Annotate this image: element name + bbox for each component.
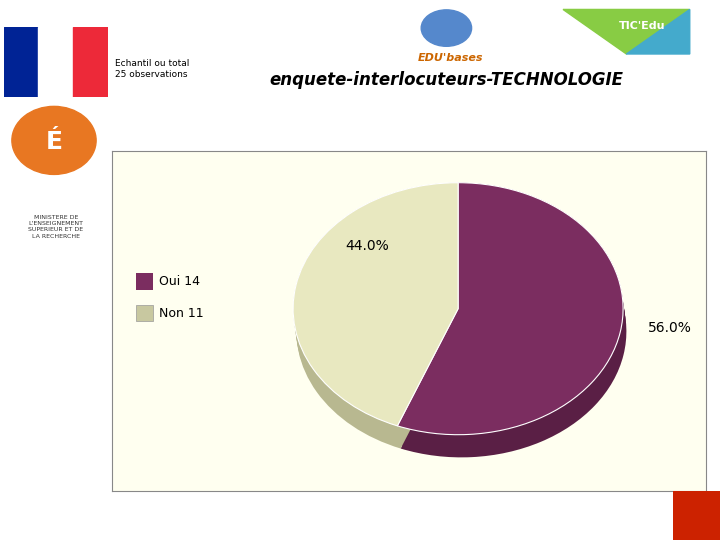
- Bar: [38, 27, 73, 97]
- Wedge shape: [398, 186, 624, 438]
- Text: enquete-interlocuteurs-TECHNOLOGIE: enquete-interlocuteurs-TECHNOLOGIE: [269, 71, 624, 89]
- Polygon shape: [626, 10, 690, 54]
- Wedge shape: [400, 199, 626, 451]
- Wedge shape: [399, 192, 624, 444]
- Text: Echantil ou total
25 observations: Echantil ou total 25 observations: [115, 59, 189, 79]
- Wedge shape: [297, 205, 462, 449]
- Wedge shape: [293, 183, 458, 426]
- Wedge shape: [294, 186, 459, 429]
- Text: EDU'bases: EDU'bases: [418, 53, 483, 63]
- Wedge shape: [294, 189, 459, 433]
- Wedge shape: [295, 195, 460, 439]
- Wedge shape: [400, 202, 626, 454]
- Text: MINISTERE DE
L'ENSEIGNEMENT
SUPERIEUR ET DE
LA RECHERCHE: MINISTERE DE L'ENSEIGNEMENT SUPERIEUR ET…: [28, 215, 84, 239]
- Wedge shape: [293, 183, 458, 426]
- Text: TIC'Edu: TIC'Edu: [619, 21, 665, 31]
- Text: Oui 14: Oui 14: [159, 275, 200, 288]
- Text: 56.0%: 56.0%: [648, 321, 692, 335]
- Wedge shape: [398, 189, 624, 441]
- Wedge shape: [397, 183, 623, 435]
- Wedge shape: [400, 205, 626, 457]
- Bar: [4, 27, 38, 97]
- Wedge shape: [296, 202, 461, 446]
- Text: Technologie: Technologie: [435, 91, 501, 101]
- Text: MEN-MESR / SG / STSI / SDTICE: MEN-MESR / SG / STSI / SDTICE: [6, 511, 163, 520]
- Text: 6. Participez-vous à un groupe académique sur la discipline qui
incorpore les TI: 6. Participez-vous à un groupe académiqu…: [120, 107, 541, 138]
- Bar: [673, 491, 720, 540]
- Wedge shape: [397, 183, 623, 435]
- Ellipse shape: [421, 10, 472, 46]
- Bar: [73, 27, 108, 97]
- Bar: [136, 305, 153, 321]
- Wedge shape: [295, 199, 461, 442]
- Polygon shape: [563, 10, 690, 54]
- Text: Non 11: Non 11: [159, 307, 204, 320]
- Text: É: É: [45, 130, 63, 154]
- Wedge shape: [400, 195, 625, 448]
- Bar: [136, 273, 153, 290]
- Text: Technologie: Technologie: [593, 91, 660, 101]
- Text: Réunion des Interlocuteurs de Technologie - 14 et 15 mai 2009 – Colomiers: Réunion des Interlocuteurs de Technologi…: [230, 510, 598, 521]
- Circle shape: [12, 106, 96, 174]
- Text: 44.0%: 44.0%: [346, 239, 390, 253]
- Wedge shape: [294, 192, 459, 436]
